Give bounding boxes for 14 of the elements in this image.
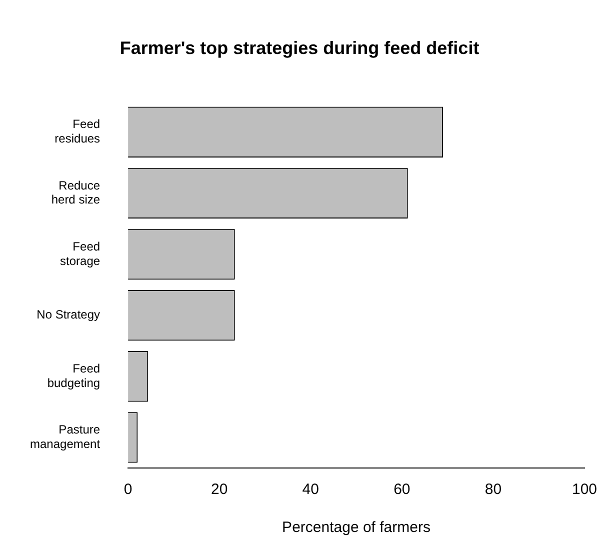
x-tick-label: 100 [572,481,597,498]
chart-title: Farmer's top strategies during feed deficit [120,38,480,58]
y-tick-label: No Strategy [36,308,100,322]
x-tick-label: 20 [210,481,228,498]
y-tick-label: Feed storage [60,239,100,268]
x-tick-label: 80 [484,481,502,498]
x-tick-label: 0 [124,481,132,498]
y-tick-label: Feed residues [54,117,100,146]
y-tick-label: Reduce herd size [51,178,100,207]
x-tick-label: 60 [394,481,410,498]
x-tick-label: 40 [302,481,319,498]
y-tick-label: Feed budgeting [47,362,100,390]
x-axis-title: Percentage of farmers [282,519,430,536]
y-tick-label: Pasture management [30,422,101,451]
